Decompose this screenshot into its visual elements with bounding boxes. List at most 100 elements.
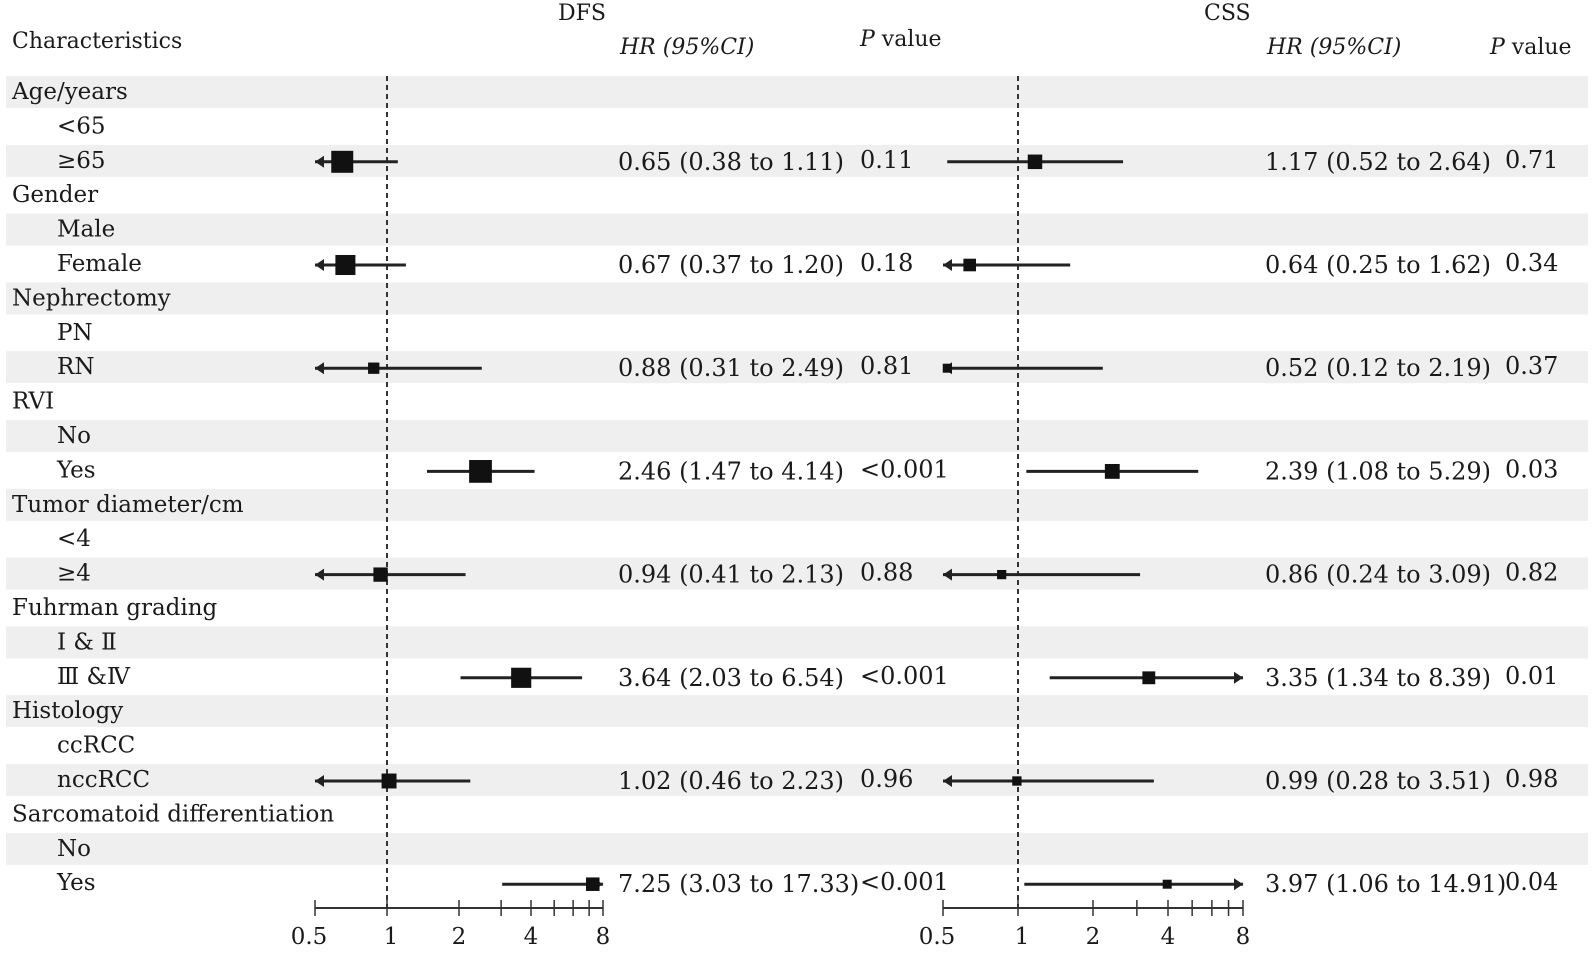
- css-ci-arrow: [1234, 878, 1243, 891]
- row-sublabel: ≥4: [57, 561, 91, 587]
- css-title: CSS: [1204, 1, 1251, 26]
- css-tick-label: 4: [1161, 924, 1176, 950]
- dfs-hr-value: 0.67 (0.37 to 1.20): [618, 251, 844, 279]
- row-sublabel: Ⅲ &Ⅳ: [57, 664, 131, 690]
- row-stripe: [6, 557, 1588, 590]
- row-stripe: [6, 832, 1588, 865]
- css-p-value: 0.04: [1505, 868, 1558, 896]
- row-stripe: [6, 626, 1588, 659]
- css-tick-label: 1: [1015, 924, 1030, 950]
- row-stripe: [6, 213, 1588, 246]
- row-group-label: Fuhrman grading: [12, 595, 218, 621]
- dfs-hr-header: HR (95%CI): [619, 35, 754, 60]
- dfs-point-marker: [586, 877, 600, 891]
- dfs-tick-label: 0.5: [291, 924, 328, 950]
- css-p-value: 0.34: [1505, 249, 1558, 277]
- dfs-p-header: P value: [859, 27, 942, 52]
- row-sublabel: <4: [57, 526, 91, 552]
- row-group-label: Nephrectomy: [12, 285, 171, 311]
- css-point-marker: [1104, 463, 1120, 479]
- dfs-p-value: 0.96: [860, 765, 913, 793]
- dfs-ci-arrow: [315, 568, 324, 581]
- dfs-ci-arrow: [315, 775, 324, 787]
- row-sublabel: No: [57, 423, 91, 449]
- css-hr-value: 3.35 (1.34 to 8.39): [1265, 664, 1491, 692]
- css-tick-label: 0.5: [919, 924, 956, 950]
- row-stripe: [6, 420, 1588, 452]
- row-group-label: Age/years: [11, 79, 128, 105]
- css-ci-arrow: [943, 259, 952, 271]
- dfs-p-value: <0.001: [860, 662, 949, 690]
- row-group-label: Gender: [12, 182, 98, 208]
- row-sublabel: PN: [57, 320, 93, 346]
- css-p-value: 0.98: [1505, 765, 1558, 793]
- css-hr-value: 1.17 (0.52 to 2.64): [1265, 148, 1491, 176]
- css-point-marker: [1162, 879, 1172, 889]
- dfs-plot: 0.5 1 2 4 8 0.65 (0.38 to 1.11) 0.11 0.67 (0.37…: [291, 76, 949, 950]
- row-sublabel: ccRCC: [57, 733, 135, 759]
- row-sublabel: <65: [57, 113, 106, 139]
- row-sublabel: Male: [57, 217, 115, 243]
- row-group-label: RVI: [12, 389, 54, 415]
- dfs-tick-label: 8: [596, 924, 611, 950]
- css-point-marker: [997, 569, 1007, 580]
- row-group-label: Tumor diameter/cm: [12, 492, 244, 518]
- dfs-point-marker: [335, 254, 356, 276]
- row-stripe: [6, 488, 1588, 521]
- dfs-point-marker: [381, 773, 397, 789]
- css-hr-value: 0.86 (0.24 to 3.09): [1265, 561, 1491, 589]
- row-stripe: [6, 282, 1588, 315]
- row-sublabel: Ⅰ & Ⅱ: [57, 629, 117, 655]
- dfs-hr-value: 2.46 (1.47 to 4.14): [618, 457, 844, 485]
- row-stripes: [6, 76, 1588, 865]
- row-group-label: Sarcomatoid differentiation: [12, 801, 334, 827]
- row-sublabel: Female: [57, 251, 142, 277]
- css-point-marker: [1027, 154, 1043, 170]
- css-p-value: 0.01: [1505, 662, 1558, 690]
- dfs-hr-value: 1.02 (0.46 to 2.23): [618, 767, 844, 795]
- css-hr-value: 0.99 (0.28 to 3.51): [1265, 767, 1491, 795]
- dfs-hr-value: 0.88 (0.31 to 2.49): [618, 354, 844, 382]
- css-ci-arrow: [1234, 671, 1243, 684]
- row-stripe: [6, 76, 1588, 108]
- dfs-ci-arrow: [315, 155, 324, 168]
- css-tick-label: 8: [1236, 924, 1251, 950]
- dfs-p-value: <0.001: [860, 868, 949, 896]
- row-sublabel: No: [57, 836, 91, 862]
- dfs-p-value: 0.18: [860, 249, 913, 277]
- dfs-p-rest: value: [875, 27, 942, 52]
- dfs-ci-arrow: [315, 259, 324, 271]
- row-sublabel: ≥65: [57, 148, 106, 174]
- css-p-value: 0.03: [1505, 455, 1558, 483]
- dfs-p-italic: P: [859, 27, 876, 52]
- css-hr-value: 2.39 (1.08 to 5.29): [1265, 457, 1491, 485]
- dfs-title: DFS: [558, 1, 606, 26]
- row-stripe: [6, 695, 1588, 728]
- row-stripe: [6, 144, 1588, 177]
- dfs-point-marker: [373, 567, 388, 582]
- dfs-tick-label: 2: [452, 924, 467, 950]
- css-point-marker: [942, 363, 952, 373]
- dfs-p-value: 0.81: [860, 352, 913, 380]
- css-point-marker: [1012, 776, 1022, 786]
- css-p-rest: value: [1505, 35, 1572, 60]
- row-sublabel: Yes: [56, 457, 96, 483]
- css-ci-arrow: [943, 568, 952, 581]
- row-stripe: [6, 764, 1588, 796]
- css-hr-header: HR (95%CI): [1266, 35, 1401, 60]
- dfs-p-value: <0.001: [860, 455, 949, 483]
- dfs-tick-label: 1: [384, 924, 399, 950]
- dfs-ci-arrow: [315, 362, 324, 375]
- css-p-value: 0.37: [1505, 352, 1558, 380]
- dfs-hr-value: 3.64 (2.03 to 6.54): [618, 664, 844, 692]
- row-sublabel: nccRCC: [57, 767, 150, 793]
- css-p-italic: P: [1489, 35, 1506, 60]
- dfs-tick-label: 4: [524, 924, 539, 950]
- dfs-p-value: 0.11: [860, 146, 913, 174]
- dfs-point-marker: [511, 667, 532, 688]
- dfs-point-marker: [469, 460, 492, 483]
- css-ci-arrow: [943, 775, 952, 787]
- css-plot: 0.5 1 2 4 8 1.17 (0.52 to 2.64) 0.71 0.64 (0.25…: [919, 76, 1558, 950]
- css-hr-value: 3.97 (1.06 to 14.91): [1265, 870, 1506, 898]
- dfs-point-marker: [368, 362, 380, 374]
